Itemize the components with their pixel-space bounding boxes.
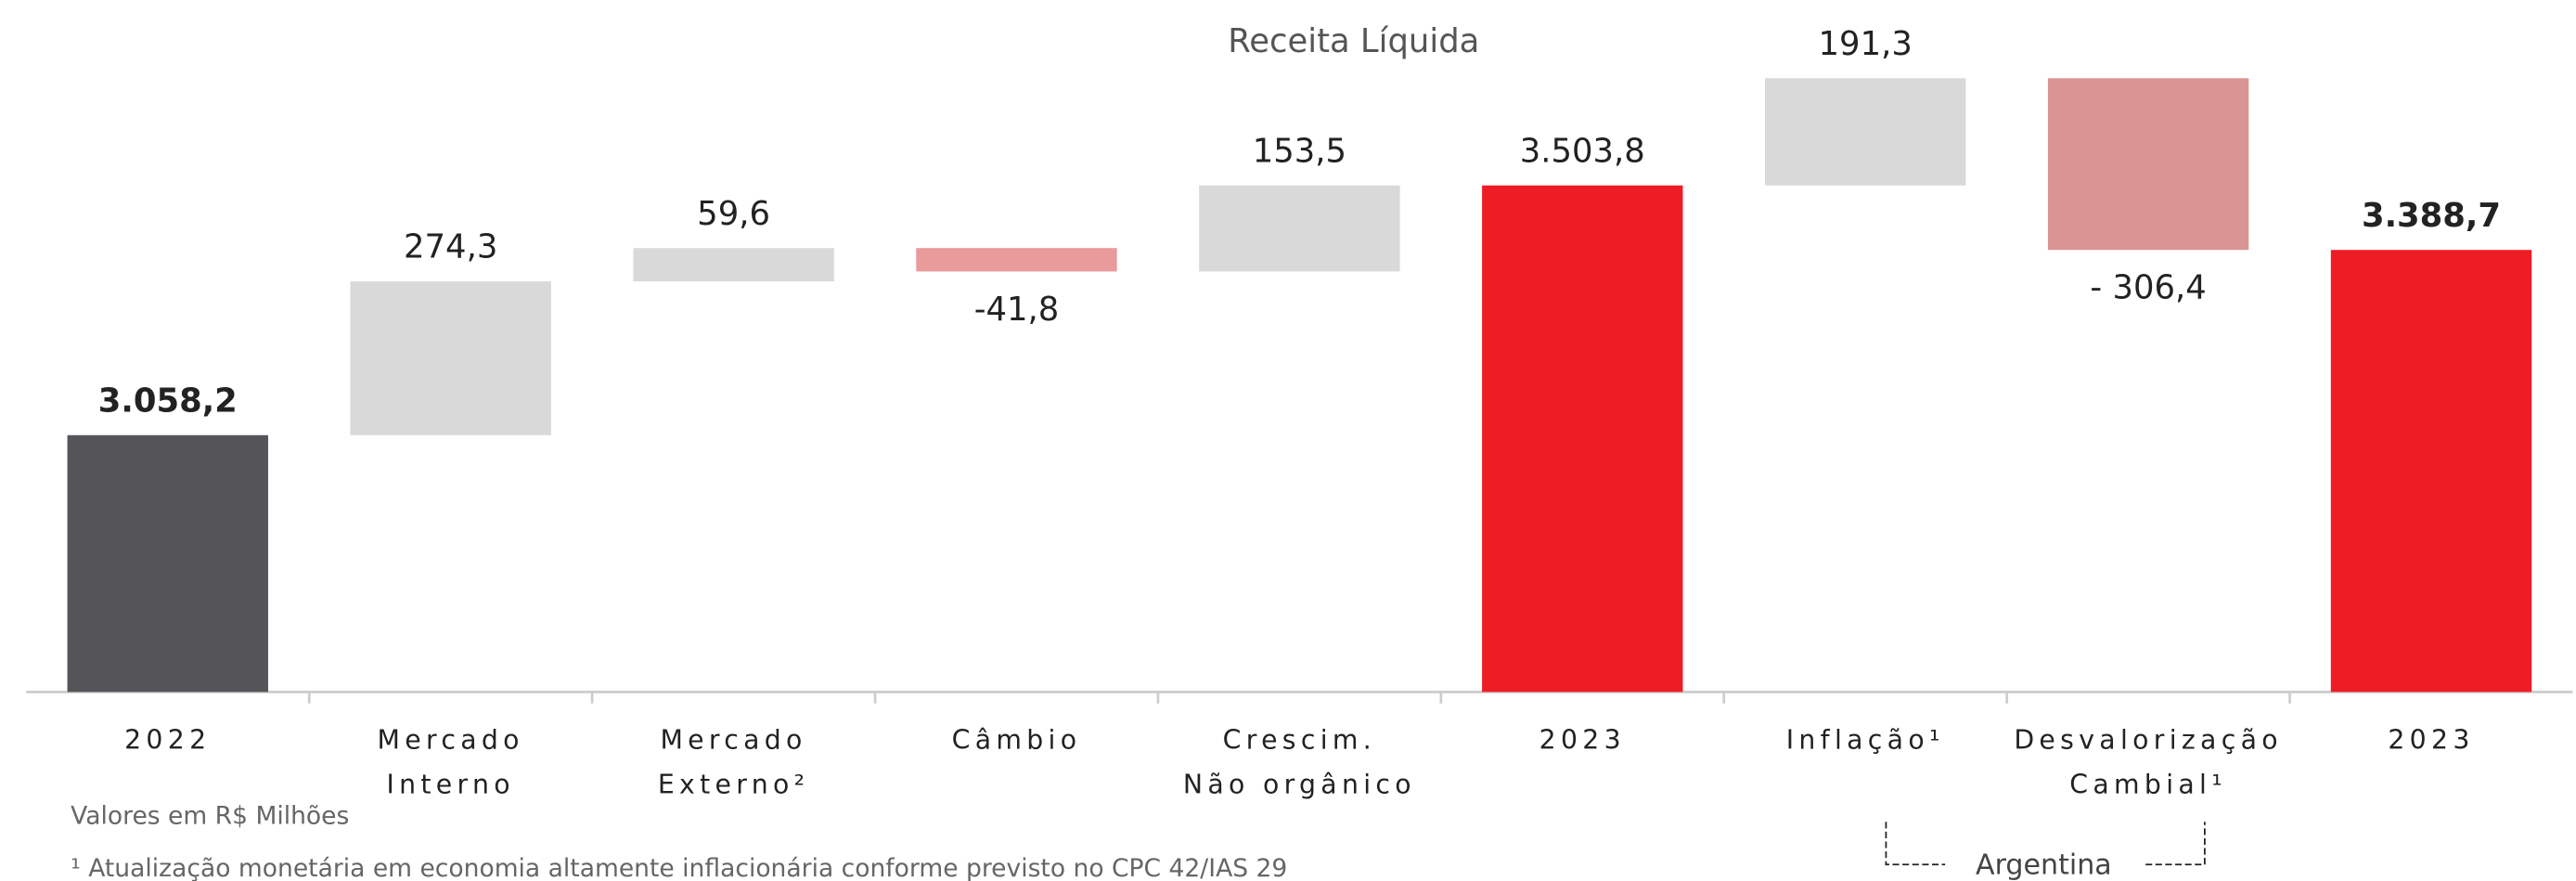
footnote: ¹ Atualização monetária em economia alta… xyxy=(71,854,1287,881)
data-label: -41,8 xyxy=(974,291,1060,329)
bar xyxy=(67,434,268,693)
x-tick-label: 2023 xyxy=(2388,724,2474,755)
x-tick-label: Externo² xyxy=(658,769,809,799)
x-tick-label: Cambial¹ xyxy=(2069,769,2227,799)
data-label: 3.503,8 xyxy=(1520,132,1645,170)
x-tick-label: Inflação¹ xyxy=(1786,724,1945,755)
bar xyxy=(916,248,1117,272)
x-tick-label: Desvalorização xyxy=(2014,724,2283,755)
bar xyxy=(2047,78,2249,251)
footnote: Valores em R$ Milhões xyxy=(71,801,349,830)
x-tick-label: Interno xyxy=(386,769,514,799)
data-label: 153,5 xyxy=(1253,132,1346,170)
bar xyxy=(1199,185,1400,272)
bar xyxy=(1482,185,1683,693)
bracket xyxy=(1885,822,2206,866)
bar xyxy=(633,248,834,282)
data-label: - 306,4 xyxy=(2090,269,2206,307)
x-tick-label: Mercado xyxy=(378,724,524,755)
x-tick-label: Câmbio xyxy=(952,724,1082,755)
bar xyxy=(350,281,551,435)
data-label: 191,3 xyxy=(1819,25,1913,63)
x-tick-label: Mercado xyxy=(660,724,806,755)
data-label: 3.058,2 xyxy=(98,382,238,420)
chart-title: Receita Líquida xyxy=(1228,22,1479,60)
x-tick-label: Não orgânico xyxy=(1183,769,1416,799)
data-label: 59,6 xyxy=(697,195,770,233)
data-label: 3.388,7 xyxy=(2362,197,2501,235)
x-tick-label: 2022 xyxy=(124,724,211,755)
x-tick-label: 2023 xyxy=(1539,724,1626,755)
bar xyxy=(2330,250,2532,693)
x-tick-label: Crescim. xyxy=(1223,724,1376,755)
annotation: Argentina xyxy=(1976,849,2112,881)
bar xyxy=(1765,78,1966,186)
data-label: 274,3 xyxy=(404,228,497,266)
